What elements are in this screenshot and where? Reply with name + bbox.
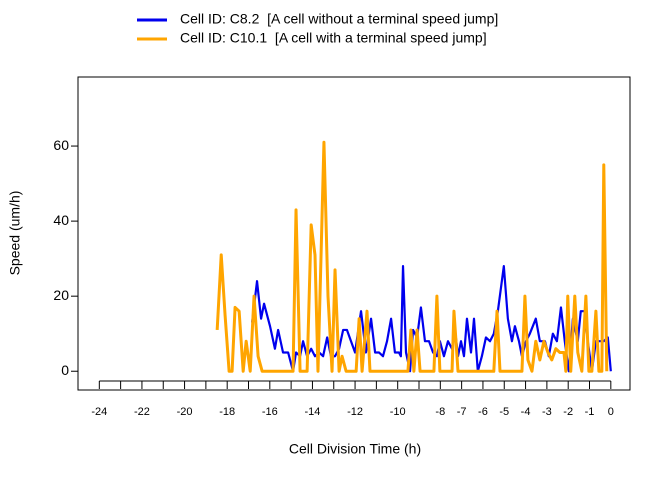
series-line <box>251 265 612 373</box>
x-tick-label: -1 <box>585 406 595 418</box>
x-tick-label: -10 <box>390 406 406 418</box>
y-tick-label: 0 <box>61 362 69 378</box>
x-tick-label: -16 <box>262 406 278 418</box>
x-tick-label: -3 <box>542 406 552 418</box>
x-tick-label: -4 <box>521 406 531 418</box>
series-line <box>215 140 609 373</box>
x-tick-label: -14 <box>304 406 320 418</box>
y-axis-label: Speed (um/h) <box>7 191 23 276</box>
x-tick-label: -5 <box>499 406 509 418</box>
x-tick-label: -7 <box>457 406 467 418</box>
y-tick-label: 40 <box>53 212 69 228</box>
legend-label: Cell ID: C10.1 [A cell with a terminal s… <box>180 30 487 46</box>
x-tick-label: -18 <box>219 406 235 418</box>
x-tick-label: -24 <box>91 406 107 418</box>
plot-frame <box>77 76 631 391</box>
x-tick-label: -6 <box>478 406 488 418</box>
x-tick-label: -22 <box>134 406 150 418</box>
y-tick-label: 60 <box>53 137 69 153</box>
x-tick-label: -20 <box>177 406 193 418</box>
x-tick-label: -8 <box>435 406 445 418</box>
x-tick-label: -2 <box>563 406 573 418</box>
legend-label: Cell ID: C8.2 [A cell without a terminal… <box>180 11 498 27</box>
x-tick-label: 0 <box>608 406 614 418</box>
y-tick-label: 20 <box>53 287 69 303</box>
x-axis-label: Cell Division Time (h) <box>289 441 421 457</box>
x-tick-label: -12 <box>347 406 363 418</box>
